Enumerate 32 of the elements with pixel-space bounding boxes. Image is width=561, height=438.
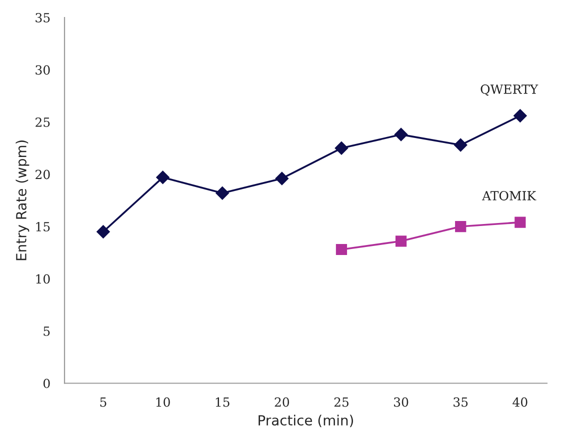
x-tick-label: 35 — [454, 397, 468, 407]
y-tick-label: 25 — [36, 117, 50, 127]
point — [336, 244, 348, 256]
x-tick-label: 15 — [216, 397, 230, 407]
point — [275, 172, 289, 186]
point — [455, 220, 466, 232]
point — [514, 109, 527, 122]
y-tick-label: 35 — [36, 12, 50, 22]
x-tick-label: 40 — [512, 397, 528, 407]
point — [395, 236, 407, 247]
point — [156, 170, 170, 184]
point — [216, 186, 229, 200]
point — [394, 128, 408, 142]
point — [96, 225, 110, 238]
x-tick-label: 20 — [274, 397, 290, 407]
y-tick-label: 30 — [36, 65, 50, 75]
x-tick-label: 25 — [334, 397, 348, 407]
x-axis-title: Practice (min) — [258, 414, 354, 428]
y-tick-label: 15 — [36, 222, 50, 232]
point — [514, 216, 526, 228]
point — [454, 138, 468, 152]
x-tick-label: 5 — [100, 398, 106, 407]
series-label: ATOMIK — [482, 191, 536, 200]
series-label: QWERTY — [480, 84, 538, 96]
x-tick-label: 10 — [156, 397, 170, 407]
y-tick-label: 5 — [44, 326, 50, 336]
x-tick-label: 30 — [394, 397, 408, 407]
y-tick-label: 0 — [43, 378, 50, 388]
y-axis-title: Entry Rate (wpm) — [16, 140, 30, 260]
y-tick-label: 20 — [36, 170, 50, 180]
y-tick-label: 10 — [36, 274, 50, 284]
point — [334, 142, 348, 155]
